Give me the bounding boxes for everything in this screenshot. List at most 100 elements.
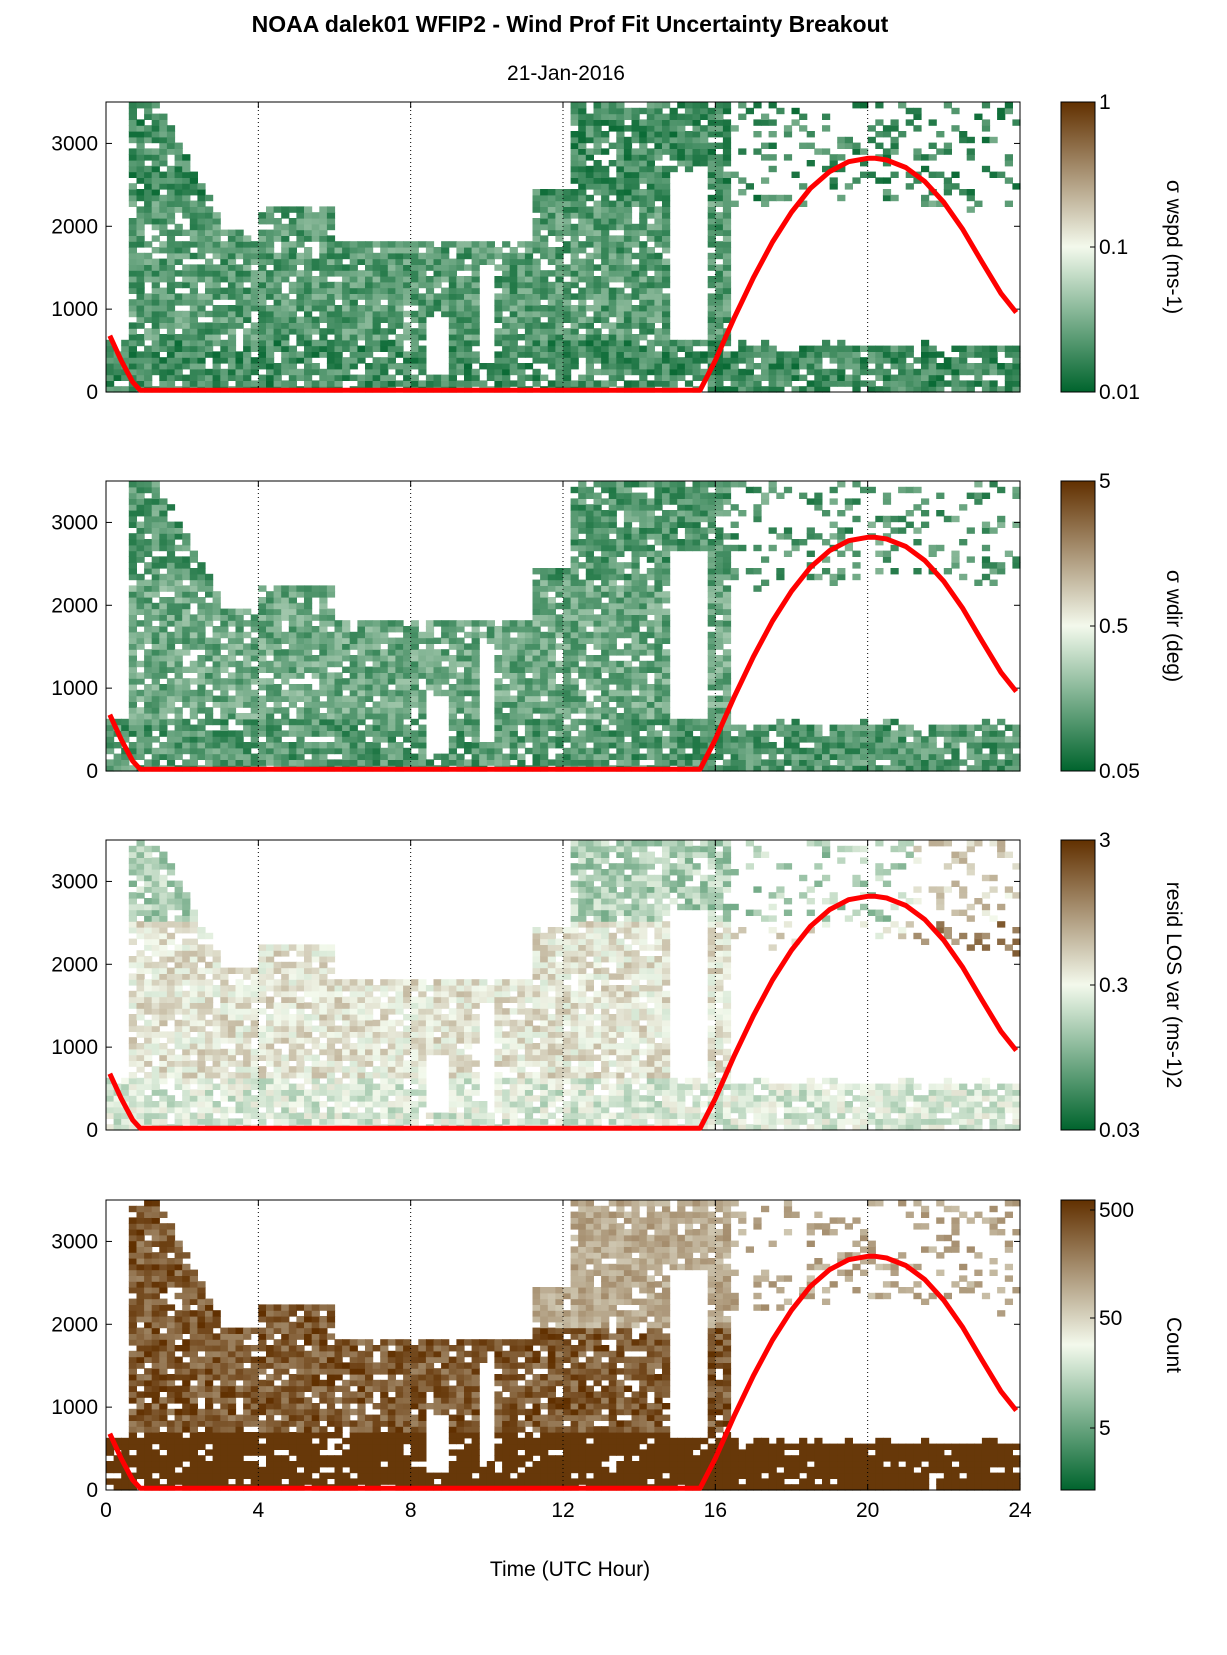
heatmap-cell: [334, 357, 343, 364]
heatmap-cell: [563, 753, 572, 760]
heatmap-cell: [128, 107, 137, 115]
heatmap-cell: [326, 713, 336, 720]
heatmap-cell: [578, 339, 587, 347]
heatmap-cell: [288, 287, 297, 294]
heatmap-cell: [166, 742, 176, 749]
heatmap-cell: [205, 730, 214, 737]
heatmap-cell: [319, 585, 328, 592]
heatmap-cell: [837, 357, 846, 364]
heatmap-cell: [250, 293, 259, 300]
heatmap-cell: [372, 707, 381, 714]
heatmap-cell: [448, 631, 457, 639]
heatmap-cell: [159, 597, 168, 604]
heatmap-cell: [570, 334, 579, 341]
heatmap-cell: [684, 357, 694, 364]
heatmap-cell: [311, 713, 320, 720]
heatmap-cell: [555, 631, 564, 639]
heatmap-cell: [570, 544, 579, 552]
heatmap-cell: [616, 602, 625, 610]
heatmap-cell: [502, 724, 511, 731]
heatmap-cell: [502, 252, 511, 260]
heatmap-cell: [593, 527, 602, 534]
heatmap-cell: [159, 643, 168, 650]
heatmap-cell: [128, 264, 137, 271]
heatmap-cell: [250, 247, 259, 254]
heatmap-cell: [174, 655, 183, 662]
heatmap-cell: [951, 171, 960, 178]
heatmap-cell: [494, 724, 503, 731]
heatmap-cell: [692, 107, 701, 115]
heatmap-cell: [456, 736, 465, 743]
heatmap-cell: [418, 310, 427, 318]
heatmap-cell: [715, 119, 724, 126]
heatmap-cell: [547, 672, 556, 679]
heatmap-cell: [639, 695, 648, 702]
heatmap-cell: [700, 142, 709, 149]
heatmap-cell: [258, 293, 267, 300]
heatmap-cell: [113, 368, 122, 376]
heatmap-cell: [266, 270, 275, 277]
heatmap-cell: [882, 386, 892, 393]
heatmap-cell: [601, 189, 610, 196]
heatmap-cell: [288, 602, 297, 610]
heatmap-cell: [425, 655, 435, 662]
heatmap-cell: [540, 293, 549, 300]
heatmap-cell: [951, 374, 960, 381]
heatmap-cell: [296, 305, 305, 312]
heatmap-cell: [144, 498, 153, 505]
heatmap-cell: [646, 527, 655, 534]
heatmap-cell: [121, 357, 130, 364]
heatmap-cell: [623, 713, 633, 720]
heatmap-cell: [555, 316, 564, 323]
heatmap-cell: [220, 357, 229, 364]
heatmap-cell: [989, 351, 998, 358]
heatmap-cell: [570, 684, 579, 691]
heatmap-cell: [151, 527, 160, 534]
heatmap-cell: [220, 753, 229, 760]
heatmap-cell: [182, 678, 191, 685]
heatmap-cell: [822, 368, 831, 376]
heatmap-cell: [494, 281, 503, 289]
heatmap-cell: [273, 637, 282, 644]
heatmap-cell: [288, 258, 297, 265]
heatmap-cell: [646, 310, 655, 318]
heatmap-cell: [677, 718, 686, 726]
heatmap-cell: [166, 189, 176, 196]
heatmap-cell: [380, 689, 389, 697]
heatmap-cell: [418, 753, 427, 760]
heatmap-cell: [106, 730, 115, 737]
heatmap-cell: [380, 626, 389, 633]
heatmap-cell: [570, 380, 579, 387]
heatmap-cell: [707, 183, 716, 190]
heatmap-cell: [540, 328, 549, 335]
heatmap-cell: [578, 742, 587, 749]
heatmap-cell: [425, 247, 435, 254]
heatmap-cell: [159, 287, 168, 294]
heatmap-cell: [875, 386, 884, 393]
heatmap-cell: [608, 252, 617, 260]
heatmap-cell: [387, 276, 396, 283]
heatmap-cell: [273, 736, 282, 743]
heatmap-cell: [608, 672, 617, 679]
heatmap-cell: [319, 718, 328, 726]
heatmap-cell: [776, 357, 785, 364]
heatmap-cell: [311, 660, 320, 668]
heatmap-cell: [159, 684, 168, 691]
heatmap-cell: [380, 655, 389, 662]
heatmap-cell: [166, 328, 176, 335]
heatmap-cell: [959, 351, 968, 358]
heatmap-cell: [319, 247, 328, 254]
heatmap-cell: [616, 550, 625, 557]
heatmap-cell: [182, 631, 191, 639]
heatmap-cell: [441, 287, 450, 294]
heatmap-cell: [395, 626, 404, 633]
heatmap-cell: [136, 281, 145, 289]
heatmap-cell: [585, 322, 594, 329]
heatmap-cell: [212, 235, 221, 242]
heatmap-cell: [342, 631, 351, 639]
heatmap-cell: [266, 713, 275, 720]
heatmap-cell: [456, 684, 465, 691]
heatmap-cell: [380, 672, 389, 679]
heatmap-cell: [486, 759, 495, 766]
heatmap-cell: [593, 351, 602, 358]
